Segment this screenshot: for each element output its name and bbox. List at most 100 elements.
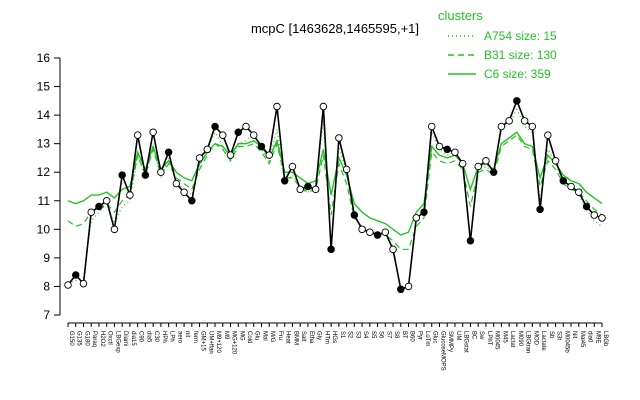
data-point — [195, 154, 204, 162]
data-point — [188, 197, 196, 205]
data-point — [397, 285, 405, 294]
x-tick-label: dia0 — [587, 331, 593, 343]
data-point — [544, 131, 552, 139]
series-layer — [67, 108, 603, 291]
x-tick-label: nit — [184, 331, 190, 338]
data-point — [435, 142, 444, 151]
data-point — [71, 271, 80, 279]
x-tick-label: Lactate — [540, 331, 546, 351]
data-point — [265, 151, 273, 159]
data-point — [358, 225, 366, 234]
points-layer — [64, 97, 606, 294]
data-point — [350, 211, 359, 219]
x-tick-label: GM+15 — [200, 331, 206, 352]
series-line-dotted — [67, 108, 603, 291]
x-tick-label: M9E — [594, 331, 600, 343]
x-tick-label: MG — [238, 331, 244, 341]
x-tick-label: H2O2 — [99, 331, 105, 347]
data-point — [474, 162, 482, 171]
data-point — [505, 117, 513, 125]
data-point — [102, 197, 111, 205]
x-tick-label: M45 — [501, 331, 507, 343]
x-axis: G150 G135 G180 Paraq H2O2 Oxctl LBGexp Diami dia… — [67, 322, 608, 371]
data-point — [311, 185, 320, 194]
expression-line — [67, 98, 603, 291]
x-tick-label: S8 — [393, 331, 399, 339]
y-tick-label: 16 — [37, 51, 51, 65]
data-point — [489, 168, 498, 176]
data-point — [149, 128, 157, 136]
series-line-dashed — [67, 134, 603, 250]
data-point — [133, 131, 142, 139]
x-tick-label: S7 — [385, 331, 391, 339]
data-point — [551, 157, 560, 165]
x-tick-label: LPhT — [486, 331, 492, 346]
data-point — [482, 157, 490, 165]
data-point — [381, 228, 390, 236]
x-tick-label: M0045 — [494, 331, 500, 350]
data-point — [164, 148, 173, 156]
legend: clusters A754 size: 15 B31 size: 130 C6 si… — [438, 8, 557, 81]
x-tick-label: G150 — [68, 331, 74, 346]
data-point — [304, 182, 312, 191]
x-tick-label: LBGb — [602, 331, 608, 347]
data-point — [451, 148, 459, 156]
x-tick-label: Mal45 — [579, 331, 585, 348]
data-point — [234, 128, 243, 136]
x-tick-label: Mal — [261, 331, 267, 341]
data-point — [335, 134, 343, 142]
y-tick-label: 14 — [37, 108, 51, 122]
data-point — [559, 177, 568, 185]
x-tick-label: G180 — [83, 331, 89, 346]
x-tick-label: HTm — [323, 331, 329, 344]
y-tick-label: 7 — [43, 308, 50, 322]
data-point — [420, 208, 428, 216]
series-line-solid — [67, 131, 603, 236]
data-point — [412, 214, 421, 222]
x-tick-label: Oxctl — [107, 331, 113, 345]
x-tick-label: Fru — [277, 331, 283, 340]
x-tick-label: BT — [401, 331, 407, 339]
data-point — [110, 225, 119, 234]
x-tick-label: LBGstat — [463, 331, 469, 353]
data-point — [79, 279, 88, 288]
y-tick-label: 12 — [37, 165, 51, 179]
data-point — [366, 228, 374, 236]
x-tick-label: ferm — [192, 331, 198, 343]
x-tick-label: Paraq — [91, 331, 97, 347]
x-tick-label: S4 — [362, 331, 368, 339]
data-point — [141, 171, 150, 179]
x-tick-label: S2 — [347, 331, 353, 339]
data-point — [64, 281, 72, 289]
data-point — [296, 185, 304, 194]
x-tick-label: BC — [470, 331, 476, 340]
x-tick-label: Lactat — [509, 331, 515, 348]
y-tick-label: 13 — [37, 137, 51, 151]
data-point — [443, 145, 451, 154]
data-point — [427, 122, 436, 131]
data-point — [226, 151, 235, 159]
x-tick-label: Cold — [246, 331, 252, 343]
data-point — [118, 171, 126, 179]
data-point — [598, 214, 606, 222]
data-point — [219, 131, 227, 139]
data-point — [280, 177, 289, 185]
data-point — [180, 188, 188, 196]
y-tick-label: 9 — [43, 251, 50, 265]
x-tick-label: HPh — [161, 331, 167, 343]
x-tick-label: Gluc — [432, 331, 438, 343]
y-tick-label: 8 — [43, 279, 50, 293]
x-tick-label: LBGtran — [525, 331, 531, 353]
x-tick-label: Diami — [122, 331, 128, 346]
data-point — [582, 202, 591, 211]
data-point — [203, 145, 212, 154]
data-point — [528, 122, 537, 131]
x-tick-label: S6 — [378, 331, 384, 339]
x-tick-label: C30 — [153, 331, 159, 343]
y-tick-label: 15 — [37, 80, 51, 94]
y-tick-label: 10 — [37, 222, 51, 236]
x-tick-label: C90 — [138, 331, 144, 343]
x-tick-label: dia15 — [130, 331, 136, 346]
x-tick-label: HGs — [331, 331, 337, 343]
data-point — [404, 282, 413, 291]
